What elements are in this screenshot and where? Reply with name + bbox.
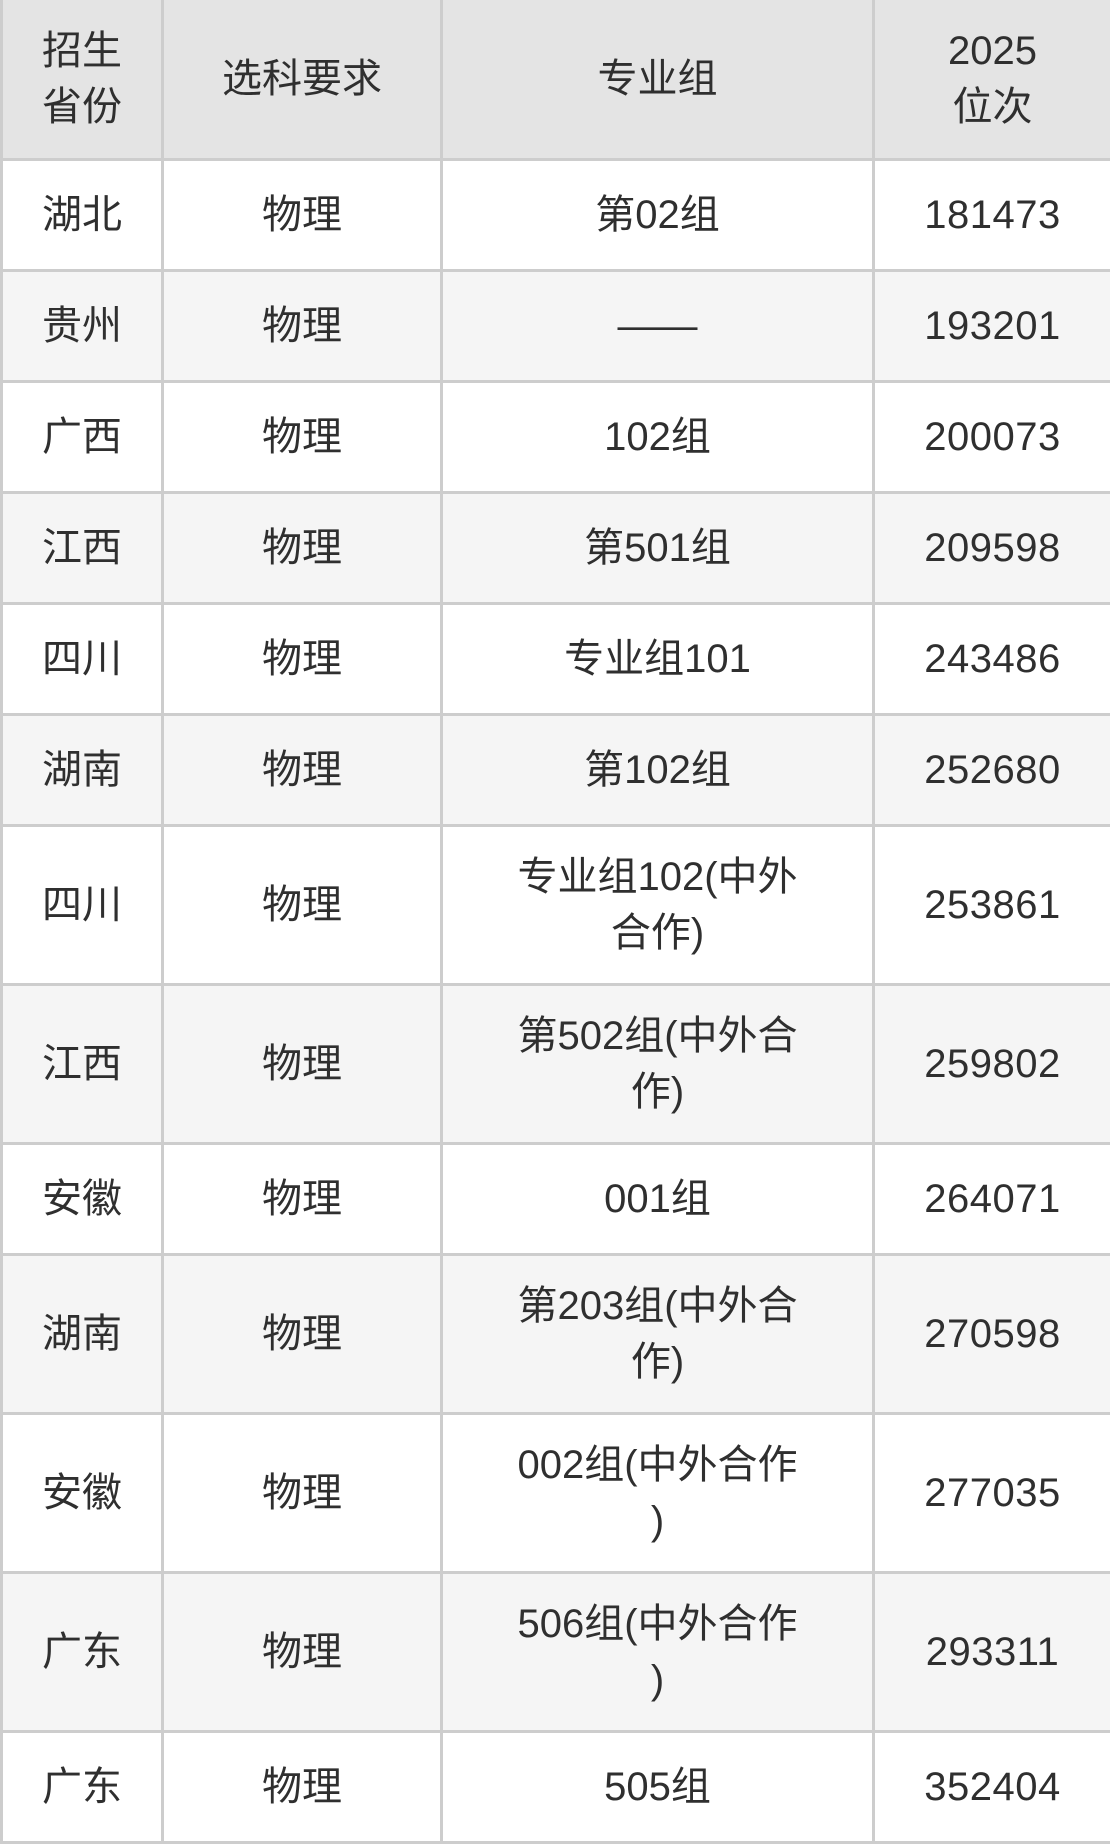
rank-cell: 200073 — [872, 380, 1110, 494]
major-group-cell: 第02组 — [440, 158, 875, 272]
header-province: 招生 省份 — [0, 0, 164, 161]
province-cell: 广西 — [0, 380, 164, 494]
major-group-cell: 第102组 — [440, 713, 875, 827]
rank-cell: 209598 — [872, 491, 1110, 605]
table-row: 湖南 物理 第203组(中外合 作) 270598 — [0, 1253, 1110, 1415]
major-group-cell: 第203组(中外合 作) — [440, 1253, 875, 1415]
major-group-cell: —— — [440, 269, 875, 383]
subject-cell: 物理 — [161, 983, 443, 1145]
province-cell: 江西 — [0, 983, 164, 1145]
province-cell: 湖南 — [0, 1253, 164, 1415]
rank-cell: 293311 — [872, 1571, 1110, 1733]
subject-cell: 物理 — [161, 1571, 443, 1733]
subject-cell: 物理 — [161, 1730, 443, 1844]
rank-cell: 193201 — [872, 269, 1110, 383]
table-row: 四川 物理 专业组102(中外 合作) 253861 — [0, 824, 1110, 986]
province-cell: 四川 — [0, 824, 164, 986]
table-row: 贵州 物理 —— 193201 — [0, 269, 1110, 383]
rank-cell: 264071 — [872, 1142, 1110, 1256]
province-cell: 贵州 — [0, 269, 164, 383]
table-row: 湖北 物理 第02组 181473 — [0, 158, 1110, 272]
province-cell: 湖北 — [0, 158, 164, 272]
subject-cell: 物理 — [161, 824, 443, 986]
subject-cell: 物理 — [161, 1412, 443, 1574]
province-cell: 广东 — [0, 1730, 164, 1844]
major-group-cell: 001组 — [440, 1142, 875, 1256]
rank-cell: 252680 — [872, 713, 1110, 827]
header-major-group: 专业组 — [440, 0, 875, 161]
rank-cell: 270598 — [872, 1253, 1110, 1415]
subject-cell: 物理 — [161, 380, 443, 494]
major-group-cell: 002组(中外合作 ) — [440, 1412, 875, 1574]
province-cell: 广东 — [0, 1571, 164, 1733]
header-2025-rank: 2025 位次 — [872, 0, 1110, 161]
table-row: 安徽 物理 002组(中外合作 ) 277035 — [0, 1412, 1110, 1574]
subject-cell: 物理 — [161, 602, 443, 716]
major-group-cell: 102组 — [440, 380, 875, 494]
rank-cell: 181473 — [872, 158, 1110, 272]
table-header-row: 招生 省份 选科要求 专业组 2025 位次 — [0, 0, 1110, 161]
rank-cell: 277035 — [872, 1412, 1110, 1574]
province-cell: 安徽 — [0, 1412, 164, 1574]
table-row: 广东 物理 505组 352404 — [0, 1730, 1110, 1844]
major-group-cell: 第501组 — [440, 491, 875, 605]
major-group-cell: 505组 — [440, 1730, 875, 1844]
table-row: 安徽 物理 001组 264071 — [0, 1142, 1110, 1256]
rank-cell: 253861 — [872, 824, 1110, 986]
major-group-cell: 专业组102(中外 合作) — [440, 824, 875, 986]
subject-cell: 物理 — [161, 1253, 443, 1415]
province-cell: 江西 — [0, 491, 164, 605]
table-row: 四川 物理 专业组101 243486 — [0, 602, 1110, 716]
major-group-cell: 506组(中外合作 ) — [440, 1571, 875, 1733]
table-row: 广东 物理 506组(中外合作 ) 293311 — [0, 1571, 1110, 1733]
rank-cell: 243486 — [872, 602, 1110, 716]
table-row: 江西 物理 第501组 209598 — [0, 491, 1110, 605]
province-cell: 安徽 — [0, 1142, 164, 1256]
table-row: 江西 物理 第502组(中外合 作) 259802 — [0, 983, 1110, 1145]
subject-cell: 物理 — [161, 158, 443, 272]
major-group-cell: 第502组(中外合 作) — [440, 983, 875, 1145]
subject-cell: 物理 — [161, 491, 443, 605]
subject-cell: 物理 — [161, 1142, 443, 1256]
table-row: 湖南 物理 第102组 252680 — [0, 713, 1110, 827]
rank-cell: 259802 — [872, 983, 1110, 1145]
rank-cell: 352404 — [872, 1730, 1110, 1844]
province-cell: 四川 — [0, 602, 164, 716]
major-group-cell: 专业组101 — [440, 602, 875, 716]
header-subject-requirement: 选科要求 — [161, 0, 443, 161]
table-row: 广西 物理 102组 200073 — [0, 380, 1110, 494]
subject-cell: 物理 — [161, 269, 443, 383]
subject-cell: 物理 — [161, 713, 443, 827]
province-cell: 湖南 — [0, 713, 164, 827]
